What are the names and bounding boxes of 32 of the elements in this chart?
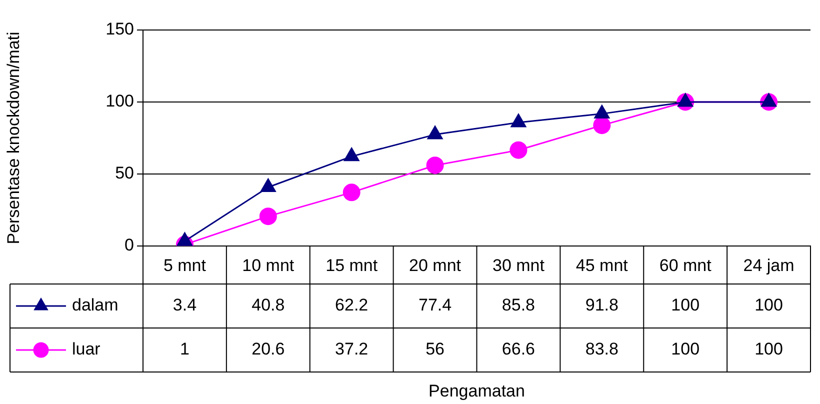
y-tick-label: 150 [106, 20, 134, 39]
data-label: 100 [754, 296, 783, 315]
data-label: 83.8 [585, 340, 618, 359]
data-label: 20.6 [252, 340, 285, 359]
text: Pengamatan [428, 382, 525, 401]
x-tick-label: 24 jam [743, 256, 794, 275]
data-label: 40.8 [252, 296, 285, 315]
x-tick-label: 60 mnt [659, 256, 712, 275]
x-tick-label: 5 mnt [163, 256, 206, 275]
legend-label: dalam [72, 296, 118, 315]
data-label: 56 [426, 340, 444, 359]
data-label: 37.2 [335, 340, 368, 359]
data-label: 85.8 [502, 296, 536, 315]
x-tick-label: 15 mnt [326, 256, 378, 275]
legend-label: luar [72, 340, 101, 359]
y-tick-label: 50 [115, 164, 134, 183]
y-tick-label: 0 [124, 236, 134, 255]
data-label: 62.2 [335, 296, 368, 315]
data-label: 1 [180, 340, 190, 359]
x-tick-label: 10 mnt [242, 256, 294, 275]
data-label: 91.8 [585, 296, 618, 315]
data-label: 77.4 [418, 296, 452, 315]
y-tick-label: 100 [106, 92, 134, 111]
x-tick-label: 45 mnt [576, 256, 628, 275]
x-tick-label: 20 mnt [409, 256, 462, 275]
data-label: 66.6 [502, 340, 536, 359]
data-label: 100 [671, 296, 700, 315]
data-label: 100 [671, 340, 700, 359]
data-label: 100 [754, 340, 783, 359]
data-label: 3.4 [172, 296, 197, 315]
y-axis-title: Persentase knockdown/mati [4, 32, 23, 244]
x-tick-label: 30 mnt [492, 256, 545, 275]
